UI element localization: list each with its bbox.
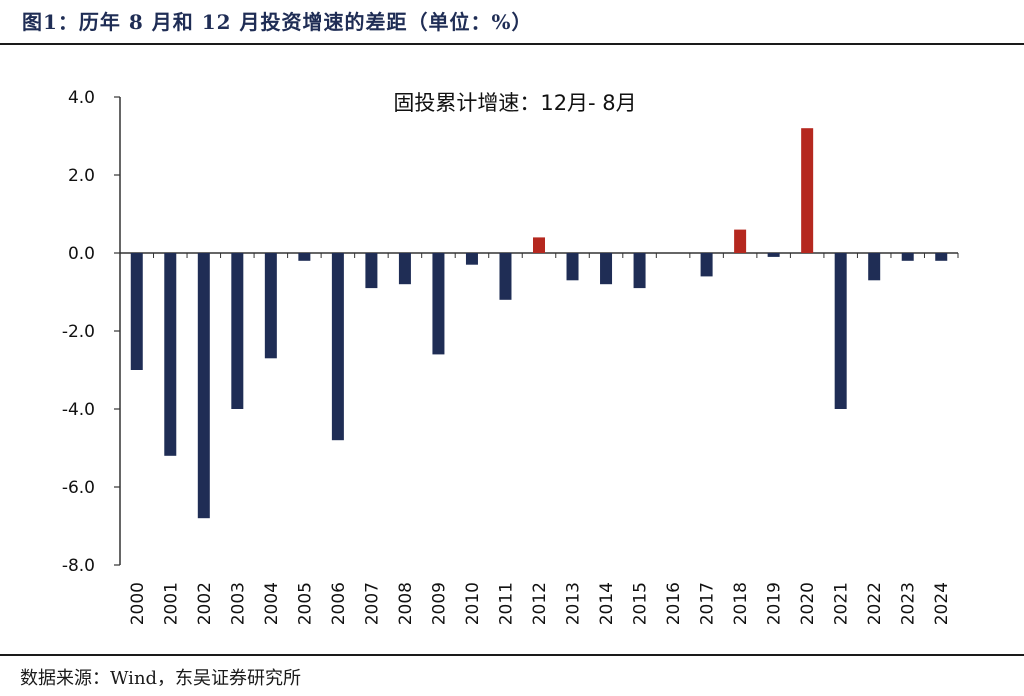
- x-tick-label: 2016: [664, 582, 684, 625]
- bar-2004: [264, 253, 277, 359]
- bar-2022: [868, 253, 881, 281]
- data-source: 数据来源：Wind，东吴证券研究所: [20, 668, 302, 689]
- figure-title: 图1：历年 8 月和 12 月投资增速的差距（单位：%）: [22, 10, 533, 34]
- x-tick-label: 2002: [195, 582, 215, 625]
- y-tick-label: -4.0: [62, 400, 95, 420]
- x-tick-label: 2015: [631, 582, 651, 625]
- bar-2013: [566, 253, 579, 281]
- bar-2020: [801, 128, 814, 253]
- x-tick-label: 2017: [698, 582, 718, 625]
- bar-2008: [398, 253, 411, 285]
- x-tick-label: 2000: [128, 582, 148, 625]
- y-tick-label: -2.0: [62, 322, 95, 342]
- x-tick-label: 2019: [765, 582, 785, 625]
- bar-2003: [231, 253, 244, 409]
- bar-2010: [465, 253, 478, 265]
- x-tick-label: 2006: [329, 582, 349, 625]
- x-tick-label: 2001: [161, 582, 181, 625]
- bar-chart: 固投累计增速：12月- 8月 4.0 2.0 0.0 -2.0 -4.0 -6.0 -8.0…: [62, 88, 959, 625]
- bar-2006: [331, 253, 344, 441]
- x-tick-label: 2009: [429, 582, 449, 625]
- bar-2023: [901, 253, 914, 261]
- bar-2021: [834, 253, 847, 409]
- plot-area: 4.0 2.0 0.0 -2.0 -4.0 -6.0 -8.0 2000 2001 2002 200…: [62, 88, 959, 625]
- bar-2005: [298, 253, 311, 261]
- x-tick-label: 2007: [362, 582, 382, 625]
- title-divider: [0, 43, 1024, 45]
- x-tick-label: 2010: [463, 582, 483, 625]
- x-tick-label: 2021: [832, 582, 852, 625]
- y-tick-label: -6.0: [62, 478, 95, 498]
- x-tick-label: 2018: [731, 582, 751, 625]
- bar-2007: [365, 253, 378, 289]
- bar-2000: [130, 253, 143, 370]
- bar-2012: [533, 237, 545, 253]
- x-tick-label: 2012: [530, 582, 550, 625]
- x-tick-label: 2011: [496, 582, 516, 625]
- x-tick-label: 2023: [899, 582, 919, 625]
- y-tick-label: 0.0: [68, 244, 95, 264]
- bar-2017: [700, 253, 713, 277]
- x-tick-label: 2013: [564, 582, 584, 625]
- footer-divider: [0, 654, 1024, 656]
- y-tick-label: 2.0: [68, 166, 95, 186]
- bar-2014: [600, 253, 613, 285]
- x-tick-label: 2014: [597, 582, 617, 625]
- bar-2002: [197, 253, 210, 519]
- chart-title: 固投累计增速：12月- 8月: [393, 91, 636, 115]
- x-tick-label: 2005: [295, 582, 315, 625]
- bar-2001: [164, 253, 177, 456]
- y-tick-label: 4.0: [68, 88, 95, 108]
- bar-2009: [432, 253, 445, 355]
- bar-2024: [935, 253, 948, 261]
- x-tick-label: 2022: [865, 582, 885, 625]
- bar-2011: [499, 253, 512, 300]
- x-tick-label: 2003: [228, 582, 248, 625]
- y-tick-label: -8.0: [62, 556, 95, 576]
- bar-2019: [767, 253, 780, 257]
- x-tick-label: 2008: [396, 582, 416, 625]
- x-tick-label: 2024: [932, 582, 952, 625]
- bar-2018: [734, 229, 747, 253]
- x-tick-label: 2020: [798, 582, 818, 625]
- x-tick-label: 2004: [262, 582, 282, 625]
- bar-2015: [633, 253, 646, 289]
